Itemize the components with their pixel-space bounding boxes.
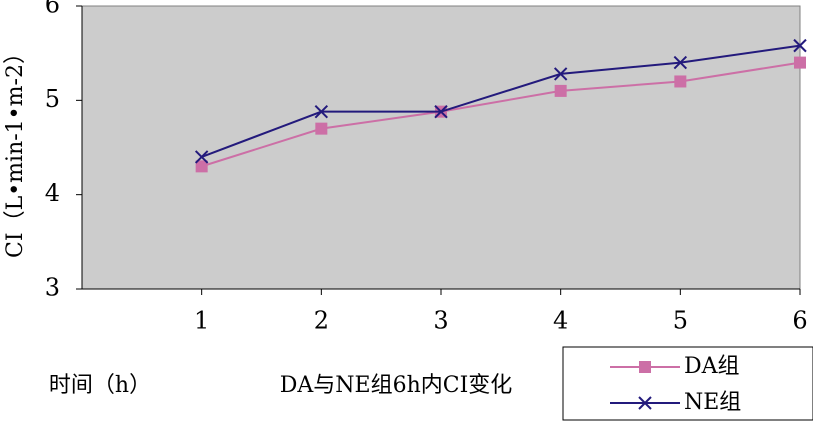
marker <box>794 56 806 69</box>
x-tick-label: 3 <box>433 307 448 335</box>
y-axis-label: CI（L•min-1•m-2） <box>3 42 28 258</box>
series-line <box>201 61 801 168</box>
x-axis-label: 时间（h） <box>49 373 151 398</box>
legend-marker <box>638 396 652 410</box>
marker <box>793 38 807 53</box>
marker <box>194 150 209 164</box>
x-tick-label: 5 <box>673 307 688 335</box>
series-line <box>201 44 801 158</box>
x-tick-label: 1 <box>194 307 209 335</box>
x-tick-label: 6 <box>792 307 807 335</box>
marker <box>315 122 328 135</box>
marker <box>553 67 568 81</box>
x-tick-label: 4 <box>553 307 568 335</box>
marker <box>434 104 448 119</box>
legend-label: DA组 <box>684 354 740 379</box>
marker <box>674 75 687 88</box>
plot-area <box>81 5 801 290</box>
y-tick-label: 4 <box>45 179 60 207</box>
legend-label: NE组 <box>684 390 741 415</box>
legend-box <box>562 346 813 421</box>
y-tick-label: 3 <box>45 274 60 302</box>
marker <box>195 160 208 173</box>
marker <box>314 104 329 119</box>
legend-marker <box>639 361 651 373</box>
marker <box>554 84 567 97</box>
y-tick-label: 6 <box>45 0 60 19</box>
chart-title: DA与NE组6h内CI变化 <box>280 373 513 398</box>
marker <box>673 55 688 70</box>
x-tick-label: 2 <box>314 307 329 335</box>
y-tick-label: 5 <box>45 85 60 113</box>
